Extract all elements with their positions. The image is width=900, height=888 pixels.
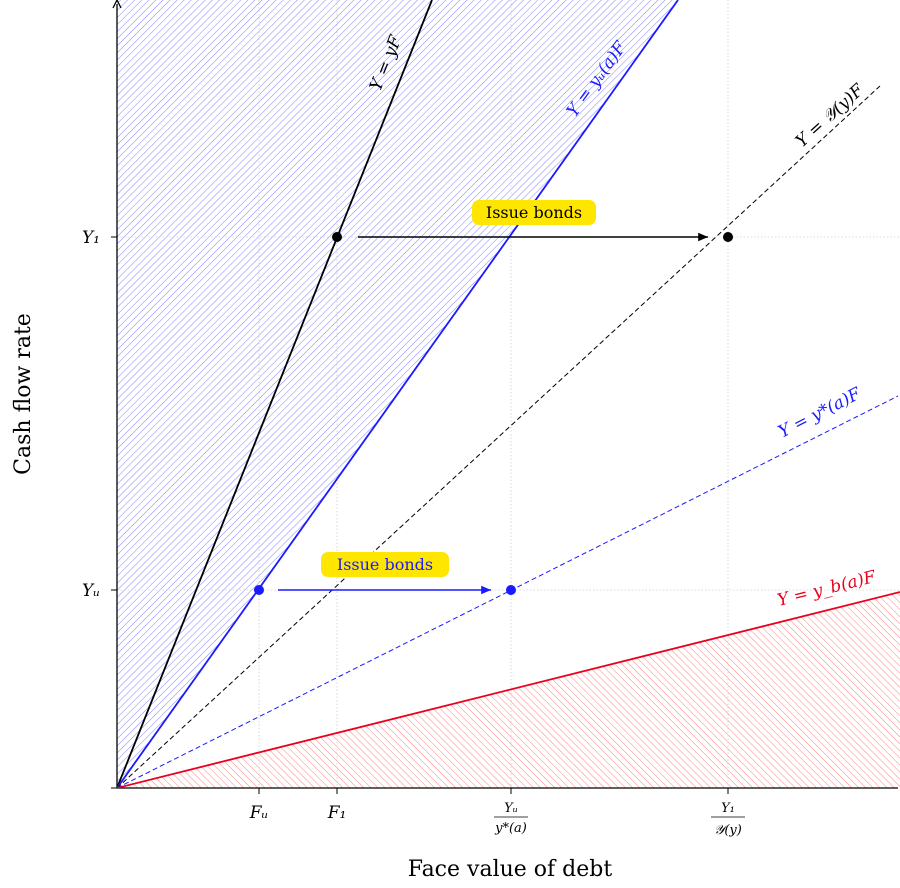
point-f1-y1 bbox=[332, 232, 342, 242]
line-yb bbox=[117, 591, 900, 788]
y-axis-label: Cash flow rate bbox=[11, 313, 36, 475]
point-yu-ystar bbox=[506, 585, 516, 595]
xtick-yu-over-ystar-denominator: y*(a) bbox=[494, 821, 527, 836]
tick-marks bbox=[111, 236, 729, 794]
line-cal-y bbox=[117, 85, 881, 788]
xtick-y1-over-caly-numerator: Y₁ bbox=[721, 801, 735, 816]
grid bbox=[117, 0, 900, 788]
issue-top-highlight bbox=[472, 200, 596, 225]
xtick-y1-over-caly-denominator: 𝒴(y) bbox=[714, 823, 742, 838]
ytick-y1: Y₁ bbox=[82, 228, 100, 248]
label-line-cal-y: Y = 𝒴(y)F bbox=[792, 80, 869, 152]
xtick-yu-over-ystar-numerator: Yᵤ bbox=[504, 801, 518, 816]
point-fu-yu bbox=[254, 585, 264, 595]
ytick-yu: Yᵤ bbox=[82, 581, 100, 601]
axes bbox=[112, 0, 898, 789]
issue-bottom-highlight bbox=[321, 552, 449, 577]
issue-bottom-label: Issue bonds bbox=[337, 555, 433, 574]
issue-top-label: Issue bonds bbox=[486, 203, 582, 222]
xtick-f1: F₁ bbox=[327, 803, 347, 823]
x-axis-label: Face value of debt bbox=[408, 857, 613, 882]
xtick-y1-over-caly: Y₁ 𝒴(y) bbox=[711, 801, 745, 838]
label-line-ystar: Y = y*(a)F bbox=[775, 383, 865, 442]
point-y1-caly bbox=[723, 232, 733, 242]
xtick-fu: Fᵤ bbox=[249, 803, 269, 823]
xtick-yu-over-ystar: Yᵤ y*(a) bbox=[494, 801, 528, 836]
line-yu-a bbox=[117, 0, 679, 788]
line-yf bbox=[117, 0, 433, 788]
